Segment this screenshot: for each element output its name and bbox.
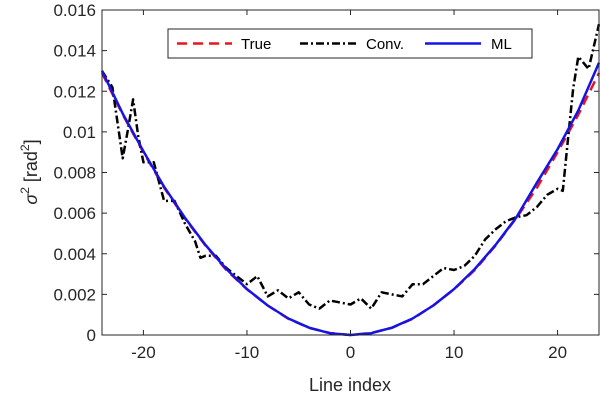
legend-label-ml: ML	[491, 36, 512, 53]
x-axis-label: Line index	[309, 375, 391, 395]
legend-label-true: True	[241, 36, 271, 53]
y-label-symbol-sup: 2	[18, 187, 32, 194]
y-tick-label: 0.01	[63, 123, 96, 142]
y-label-symbol: σ	[21, 193, 41, 205]
x-tick-label: -20	[131, 343, 156, 362]
y-label-unit-close: ]	[21, 139, 41, 144]
legend-label-conv: Conv.	[366, 36, 404, 53]
x-tick-label: 10	[445, 343, 464, 362]
plot-area	[102, 10, 599, 335]
y-tick-label: 0.016	[53, 1, 96, 20]
y-tick-label: 0.012	[53, 82, 96, 101]
y-tick-label: 0.014	[53, 42, 96, 61]
x-tick-label: 0	[346, 343, 355, 362]
y-tick-label: 0.006	[53, 204, 96, 223]
y-label-unit-open: [rad	[21, 151, 41, 187]
y-axis-label: σ2 [rad2]	[18, 139, 41, 204]
tick-layer: -20 -10 0 10 20 0 0.002 0.004 0.006 0.008 0.01 0.01…	[53, 1, 599, 362]
y-tick-label: 0	[87, 326, 96, 345]
legend: True Conv. ML	[167, 28, 533, 59]
x-tick-label: 20	[548, 343, 567, 362]
y-label-unit-sup: 2	[18, 144, 32, 151]
x-tick-label: -10	[235, 343, 260, 362]
y-tick-label: 0.002	[53, 285, 96, 304]
y-tick-label: 0.008	[53, 164, 96, 183]
y-tick-label: 0.004	[53, 245, 96, 264]
